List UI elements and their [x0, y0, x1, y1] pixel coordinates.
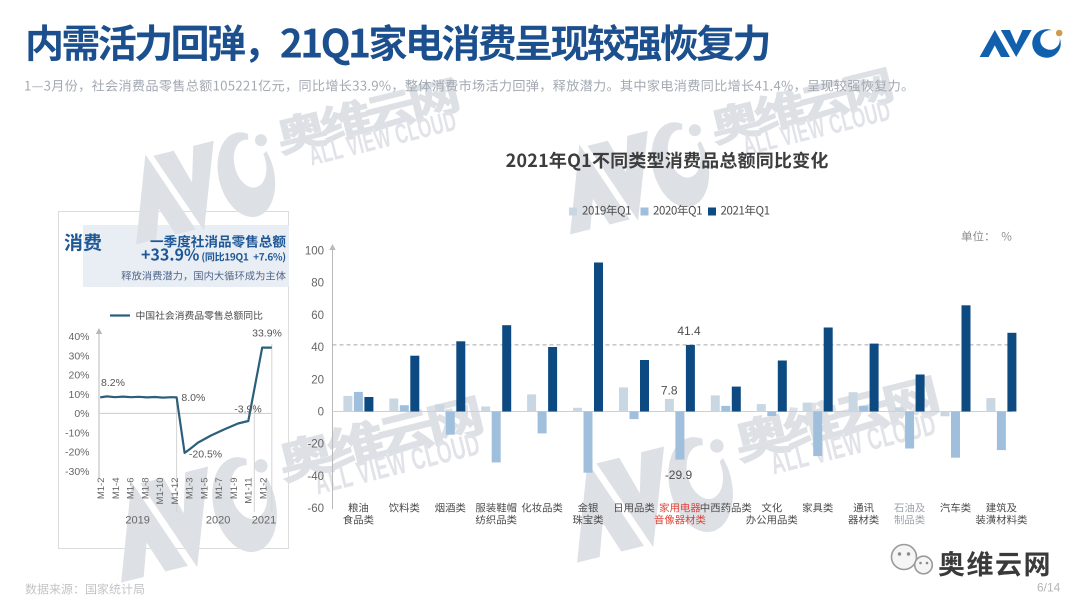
svg-text:-20%: -20% — [65, 447, 90, 459]
svg-text:60: 60 — [311, 310, 324, 322]
svg-text:7.8: 7.8 — [661, 384, 678, 398]
svg-text:8.0%: 8.0% — [181, 392, 205, 404]
svg-text:-10%: -10% — [65, 427, 90, 439]
svg-text:6/14: 6/14 — [1037, 581, 1061, 595]
svg-text:-29.9: -29.9 — [665, 468, 693, 482]
svg-text:2021: 2021 — [252, 515, 276, 527]
svg-text:M1-12: M1-12 — [170, 478, 181, 505]
svg-text:M1-2: M1-2 — [259, 478, 270, 500]
svg-text:80: 80 — [311, 278, 324, 290]
svg-text:M1-9: M1-9 — [229, 478, 240, 500]
svg-text:0: 0 — [318, 407, 324, 419]
svg-text:M1-4: M1-4 — [111, 478, 122, 500]
svg-text:M1-10: M1-10 — [155, 478, 166, 505]
svg-text:40%: 40% — [68, 331, 89, 343]
svg-text:M1-3: M1-3 — [185, 478, 196, 500]
svg-text:-20: -20 — [307, 439, 324, 451]
svg-text:M1-11: M1-11 — [244, 478, 255, 504]
svg-text:-30%: -30% — [65, 466, 90, 478]
svg-text:M1-5: M1-5 — [199, 478, 210, 500]
svg-text:M1-8: M1-8 — [140, 478, 151, 500]
svg-text:33.9%: 33.9% — [252, 328, 282, 340]
svg-text:0%: 0% — [74, 408, 89, 420]
svg-text:-40: -40 — [307, 471, 324, 483]
svg-text:8.2%: 8.2% — [101, 377, 125, 389]
svg-text:2020: 2020 — [206, 515, 230, 527]
svg-text:-60: -60 — [307, 503, 324, 515]
svg-text:20: 20 — [311, 374, 324, 386]
svg-text:M1-6: M1-6 — [126, 478, 137, 500]
svg-text:2019: 2019 — [125, 515, 149, 527]
svg-text:100: 100 — [305, 246, 324, 258]
svg-text:20%: 20% — [68, 370, 89, 382]
svg-text:M1-7: M1-7 — [214, 478, 225, 500]
svg-text:40: 40 — [311, 342, 324, 354]
svg-text:-3.9%: -3.9% — [234, 403, 261, 415]
svg-text:-20.5%: -20.5% — [189, 449, 222, 461]
svg-text:10%: 10% — [68, 389, 89, 401]
svg-text:M1-2: M1-2 — [96, 478, 107, 500]
svg-text:30%: 30% — [68, 350, 89, 362]
svg-text:41.4: 41.4 — [677, 324, 701, 338]
